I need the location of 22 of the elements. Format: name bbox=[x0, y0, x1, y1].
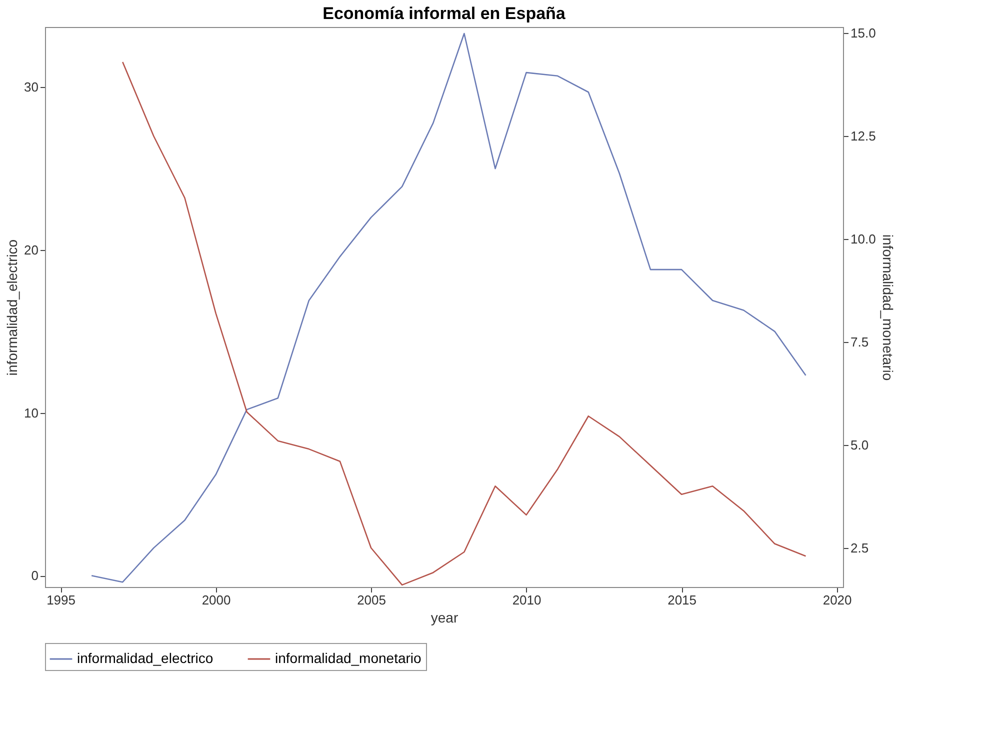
y-tick-label: 10 bbox=[24, 405, 38, 420]
y2-tick-label: 7.5 bbox=[850, 334, 869, 350]
y2-tick-label: 15.0 bbox=[850, 26, 876, 41]
y2-tick-label: 10.0 bbox=[850, 232, 876, 247]
x-axis-title: year bbox=[430, 610, 458, 626]
chart-title: Economía informal en España bbox=[322, 4, 566, 23]
y2-tick-label: 5.0 bbox=[850, 437, 869, 452]
y2-tick-label: 12.5 bbox=[850, 128, 876, 144]
legend-label: informalidad_electrico bbox=[77, 650, 214, 666]
x-tick-label: 1995 bbox=[46, 592, 76, 608]
y2-axis-title: informalidad_monetario bbox=[880, 234, 896, 381]
y-tick-label: 0 bbox=[31, 568, 38, 584]
x-tick-label: 2015 bbox=[668, 592, 696, 608]
y2-tick-label: 2.5 bbox=[850, 540, 869, 556]
y-tick-label: 30 bbox=[24, 80, 38, 95]
legend-label: informalidad_monetario bbox=[275, 650, 422, 666]
x-tick-label: 2005 bbox=[357, 592, 386, 608]
x-tick-label: 2010 bbox=[512, 592, 542, 608]
y-axis-title: informalidad_electrico bbox=[4, 239, 20, 376]
x-tick-label: 2020 bbox=[822, 592, 852, 608]
y-tick-label: 20 bbox=[24, 242, 38, 258]
x-tick-label: 2000 bbox=[202, 592, 231, 608]
